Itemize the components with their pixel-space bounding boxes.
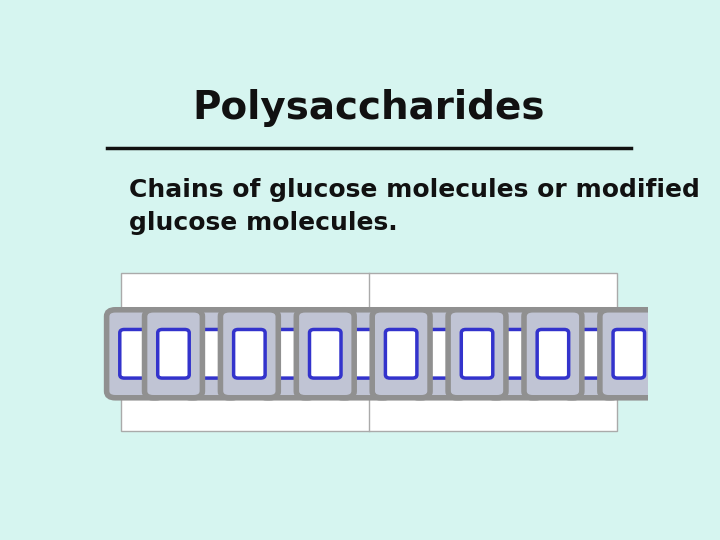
FancyBboxPatch shape bbox=[158, 329, 189, 378]
FancyBboxPatch shape bbox=[486, 310, 544, 398]
FancyBboxPatch shape bbox=[600, 310, 658, 398]
FancyBboxPatch shape bbox=[448, 310, 506, 398]
FancyBboxPatch shape bbox=[410, 310, 468, 398]
Text: Chains of glucose molecules or modified: Chains of glucose molecules or modified bbox=[129, 178, 700, 201]
FancyBboxPatch shape bbox=[562, 310, 620, 398]
FancyBboxPatch shape bbox=[107, 310, 164, 398]
FancyBboxPatch shape bbox=[499, 329, 531, 378]
FancyBboxPatch shape bbox=[613, 329, 644, 378]
FancyBboxPatch shape bbox=[348, 329, 379, 378]
FancyBboxPatch shape bbox=[120, 329, 151, 378]
Text: Polysaccharides: Polysaccharides bbox=[193, 90, 545, 127]
FancyBboxPatch shape bbox=[524, 310, 582, 398]
FancyBboxPatch shape bbox=[310, 329, 341, 378]
FancyBboxPatch shape bbox=[423, 329, 455, 378]
FancyBboxPatch shape bbox=[121, 273, 617, 431]
FancyBboxPatch shape bbox=[297, 310, 354, 398]
FancyBboxPatch shape bbox=[233, 329, 265, 378]
FancyBboxPatch shape bbox=[220, 310, 279, 398]
FancyBboxPatch shape bbox=[271, 329, 303, 378]
FancyBboxPatch shape bbox=[385, 329, 417, 378]
FancyBboxPatch shape bbox=[182, 310, 240, 398]
FancyBboxPatch shape bbox=[462, 329, 492, 378]
FancyBboxPatch shape bbox=[334, 310, 392, 398]
FancyBboxPatch shape bbox=[145, 310, 202, 398]
Text: glucose molecules.: glucose molecules. bbox=[129, 211, 397, 235]
FancyBboxPatch shape bbox=[537, 329, 569, 378]
FancyBboxPatch shape bbox=[372, 310, 430, 398]
FancyBboxPatch shape bbox=[575, 329, 607, 378]
FancyBboxPatch shape bbox=[258, 310, 316, 398]
FancyBboxPatch shape bbox=[196, 329, 228, 378]
